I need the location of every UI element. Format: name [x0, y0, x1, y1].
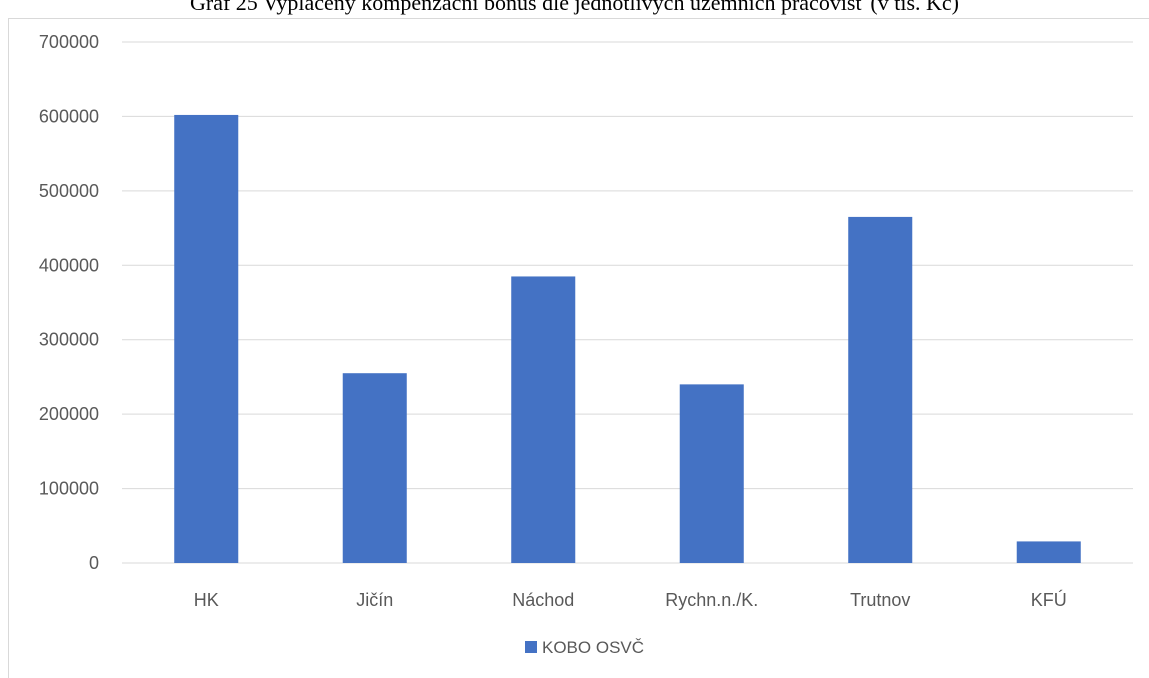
bar	[174, 114, 239, 563]
x-tick-label: Náchod	[512, 590, 574, 610]
chart-frame	[8, 18, 1149, 678]
y-tick-label: 300000	[39, 330, 99, 350]
y-tick-label: 700000	[39, 32, 99, 52]
x-tick-label: Trutnov	[850, 590, 910, 610]
bar	[679, 384, 744, 563]
bars	[174, 114, 1081, 563]
y-tick-label: 500000	[39, 181, 99, 201]
bar	[511, 276, 576, 563]
legend-swatch	[525, 641, 537, 653]
legend: KOBO OSVČ	[525, 638, 644, 657]
bar	[848, 216, 913, 563]
chart-title: Graf 25 Vyplácený kompenzační bonus dle …	[189, 0, 959, 15]
y-tick-label: 0	[89, 553, 99, 573]
x-tick-label: Rychn.n./K.	[665, 590, 758, 610]
bar	[342, 373, 407, 563]
y-tick-label: 100000	[39, 479, 99, 499]
x-tick-label: Jičín	[356, 590, 393, 610]
y-tick-label: 600000	[39, 106, 99, 126]
bar	[1016, 541, 1081, 563]
y-tick-label: 200000	[39, 404, 99, 424]
x-tick-label: HK	[194, 590, 219, 610]
x-axis-ticks: HK Jičín Náchod Rychn.n./K. Trutnov KFÚ	[194, 589, 1067, 610]
legend-label: KOBO OSVČ	[542, 638, 644, 657]
x-tick-label: KFÚ	[1031, 589, 1067, 610]
y-axis-ticks: 0 100000 200000 300000 400000 500000 600000 700…	[39, 32, 99, 573]
y-tick-label: 400000	[39, 255, 99, 275]
gridlines	[122, 41, 1133, 564]
